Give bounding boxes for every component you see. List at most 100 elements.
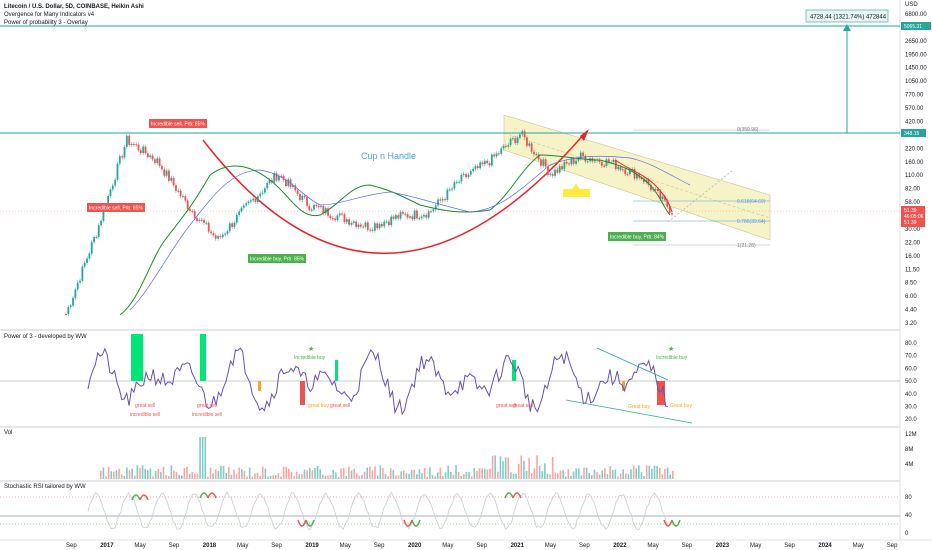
volume-bar <box>421 473 423 479</box>
price-candle <box>240 207 243 212</box>
volume-bar <box>549 474 551 479</box>
volume-bar <box>301 474 303 479</box>
price-candle <box>338 213 341 216</box>
vol-pane-title: Vol <box>4 430 13 436</box>
price-candle <box>462 174 465 176</box>
price-candle <box>177 190 180 192</box>
price-candle <box>418 218 421 220</box>
time-tick-label: May <box>750 543 761 549</box>
price-candle <box>558 166 561 173</box>
volume-bar <box>212 473 214 479</box>
volume-bar <box>191 472 194 479</box>
volume-bar <box>601 470 604 479</box>
volume-bar <box>497 471 499 479</box>
buy-signal-right <box>608 232 666 241</box>
price-candle <box>572 158 575 164</box>
wedge-lower <box>565 399 693 424</box>
time-tick-label: Sep <box>579 543 590 549</box>
sell-signal-top-text: Incredible sell, Prb: 85% <box>151 122 205 128</box>
volume-bar <box>559 470 562 479</box>
price-candle <box>67 307 70 315</box>
volume-bar <box>651 469 653 479</box>
price-candle <box>423 214 425 217</box>
price-candle <box>483 160 486 165</box>
volume-bar <box>272 475 274 479</box>
price-candle <box>378 223 381 229</box>
target-price-tag <box>901 22 931 30</box>
price-candle <box>469 171 472 175</box>
volume-bar <box>175 471 178 479</box>
handle-marker <box>563 189 590 197</box>
price-candle <box>182 196 184 198</box>
price-candle <box>151 155 154 160</box>
price-tick-label: 82.00 <box>905 187 921 193</box>
volume-bar <box>664 468 666 479</box>
volume-bar <box>528 457 530 479</box>
price-candle <box>320 206 322 208</box>
volume-bar <box>624 473 627 479</box>
price-candle <box>537 154 540 160</box>
price-candle <box>247 201 250 204</box>
price-tick-label: 220.00 <box>905 146 924 152</box>
price-candle <box>359 224 362 227</box>
volume-bar <box>123 475 126 479</box>
price-candle <box>383 221 386 227</box>
volume-bar <box>350 470 353 479</box>
rsi-sell-mark <box>297 519 307 527</box>
time-tick-label: May <box>442 543 453 549</box>
volume-bar <box>520 455 523 479</box>
price-candle <box>416 210 418 219</box>
volume-bar <box>486 469 489 479</box>
price-candle <box>294 185 297 191</box>
price-candle <box>371 229 374 231</box>
power-tick-label: 60.0 <box>905 366 917 372</box>
price-candle <box>355 221 358 227</box>
time-tick-label: 2023 <box>716 543 730 549</box>
price-candle <box>633 169 636 179</box>
volume-bar <box>515 473 517 479</box>
currency-label: USD <box>905 2 918 8</box>
price-candle <box>336 215 339 221</box>
price-candle <box>238 211 241 215</box>
price-candle <box>175 185 177 192</box>
power-label-great-sell-3: great sell <box>330 403 350 409</box>
volume-bar <box>591 474 593 479</box>
rsi-buy-mark <box>199 492 209 499</box>
price-candle <box>565 161 568 164</box>
price-candle <box>74 289 77 298</box>
volume-bar <box>512 473 515 479</box>
volume-bar <box>376 475 379 479</box>
volume-bar <box>384 473 387 479</box>
volume-bar <box>186 466 188 479</box>
volume-bar <box>580 475 583 479</box>
price-candle <box>495 153 498 157</box>
price-candle <box>526 137 528 146</box>
time-tick-label: Sep <box>887 543 898 549</box>
price-tick-label: 3.20 <box>905 321 917 327</box>
time-tick-label: 2024 <box>818 543 832 549</box>
volume-bar <box>619 473 622 479</box>
price-candle <box>242 205 245 208</box>
price-candle <box>334 218 336 221</box>
volume-bar <box>355 473 358 479</box>
volume-bar <box>661 473 664 479</box>
price-candle <box>292 185 294 187</box>
price-tick-label: 8.50 <box>905 281 917 287</box>
volume-bar <box>345 476 348 479</box>
volume-bar <box>523 460 525 479</box>
volume-bar <box>358 475 361 479</box>
volume-bar <box>382 467 384 479</box>
volume-bar <box>593 469 596 479</box>
volume-bar <box>288 468 290 479</box>
volume-bar <box>640 472 643 479</box>
price-candle <box>402 212 404 214</box>
volume-bar <box>115 470 118 479</box>
power-label-great-sell-4: great sell <box>496 403 516 409</box>
rsi-buy-mark <box>305 519 315 527</box>
price-candle <box>479 162 482 169</box>
volume-bar <box>585 467 588 479</box>
price-candle <box>217 236 219 239</box>
power-label-incredible-buy-2: Incredible buy <box>656 355 688 361</box>
volume-bar <box>303 469 306 479</box>
volume-bar <box>638 465 640 479</box>
